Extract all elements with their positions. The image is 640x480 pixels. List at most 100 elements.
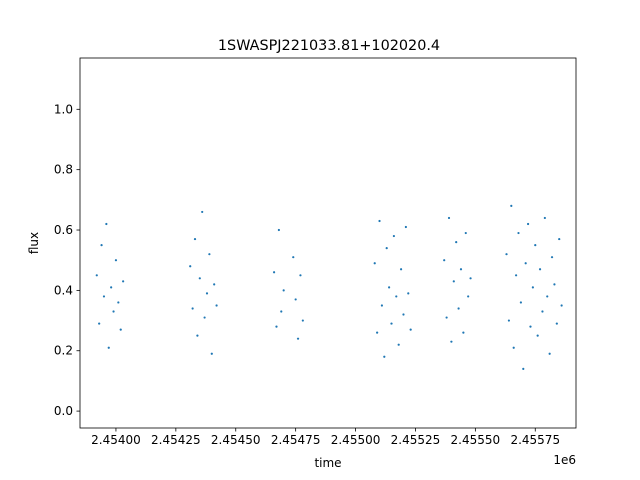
data-point	[407, 292, 410, 295]
data-point	[193, 237, 197, 241]
data-point	[383, 355, 386, 358]
data-point	[114, 259, 118, 262]
data-point	[514, 274, 518, 277]
y-tick-label: 0.2	[54, 344, 73, 358]
x-tick-label: 2.45425	[151, 433, 201, 447]
data-point	[122, 280, 125, 283]
data-point	[548, 352, 551, 355]
x-tick-label: 2.45500	[331, 433, 381, 447]
data-point	[550, 256, 554, 259]
data-point	[395, 295, 398, 298]
x-axis-label: time	[314, 456, 341, 470]
data-point	[119, 328, 122, 331]
data-point	[543, 216, 546, 220]
data-point	[280, 310, 283, 313]
data-point	[524, 262, 527, 265]
data-point	[507, 319, 511, 322]
data-point	[210, 352, 213, 355]
data-point	[443, 259, 446, 262]
data-point	[213, 283, 216, 286]
y-tick-label: 0.6	[54, 223, 73, 237]
data-point	[191, 307, 194, 310]
chart-title: 1SWASPJ221033.81+102020.4	[218, 38, 440, 54]
data-point	[294, 298, 297, 301]
data-point	[98, 322, 101, 325]
data-point	[541, 310, 544, 313]
data-point	[275, 325, 278, 328]
y-axis: 0.0 0.2 0.4 0.6 0.8 1.0	[54, 102, 80, 418]
data-point	[452, 280, 455, 283]
data-point	[526, 222, 530, 226]
data-point	[531, 286, 534, 289]
data-point	[385, 247, 388, 250]
data-point	[301, 319, 304, 322]
data-point	[189, 265, 192, 268]
data-point	[107, 346, 110, 349]
data-point	[536, 334, 539, 337]
x-tick-label: 2.45450	[211, 433, 261, 447]
x-tick-label: 2.45525	[391, 433, 441, 447]
data-point	[469, 277, 472, 280]
data-point	[558, 237, 561, 241]
data-point	[397, 343, 400, 346]
data-point	[467, 295, 470, 298]
data-point	[560, 304, 563, 307]
data-point	[102, 295, 106, 298]
data-point	[203, 316, 206, 319]
data-point	[390, 322, 393, 325]
data-point	[105, 222, 108, 226]
data-point	[450, 340, 453, 343]
data-point	[215, 304, 218, 307]
data-point	[205, 292, 209, 295]
data-point	[505, 253, 508, 256]
data-point	[555, 322, 558, 325]
data-point	[457, 307, 460, 310]
data-point	[95, 274, 98, 277]
data-point	[277, 228, 280, 232]
x-tick-label: 2.45475	[271, 433, 321, 447]
data-point	[447, 216, 451, 220]
data-point	[510, 204, 513, 207]
data-point	[402, 313, 405, 316]
x-axis: 2.45400 2.45425 2.45450 2.45475 2.45500 2.455…	[91, 428, 560, 447]
data-point	[292, 256, 295, 259]
data-point	[529, 325, 532, 328]
y-tick-label: 1.0	[54, 102, 73, 116]
x-tick-label: 2.45400	[91, 433, 141, 447]
data-point	[378, 219, 381, 223]
data-point	[100, 244, 103, 247]
data-point	[299, 274, 302, 277]
data-point	[201, 210, 204, 214]
data-point	[462, 331, 465, 334]
data-point	[392, 234, 395, 238]
data-point	[512, 346, 515, 349]
x-tick-label: 2.45550	[451, 433, 501, 447]
data-point	[110, 286, 113, 289]
y-axis-label: flux	[27, 232, 41, 254]
data-point	[455, 240, 458, 244]
x-axis-offset-label: 1e6	[553, 453, 576, 467]
scatter-points	[95, 204, 563, 370]
x-tick-label: 2.45575	[510, 433, 560, 447]
y-tick-label: 0.4	[54, 283, 73, 297]
data-point	[296, 337, 300, 340]
data-point	[409, 328, 412, 331]
data-point	[517, 231, 520, 235]
data-point	[112, 310, 115, 313]
data-point	[117, 301, 120, 304]
data-point	[380, 304, 384, 307]
data-point	[198, 277, 201, 280]
data-point	[388, 286, 391, 289]
data-point	[445, 316, 448, 319]
data-point	[522, 367, 525, 370]
data-point	[373, 262, 376, 265]
data-point	[404, 225, 407, 229]
data-point	[208, 253, 211, 256]
data-point	[399, 268, 403, 271]
data-point	[534, 244, 537, 247]
data-point	[272, 271, 276, 274]
data-point	[538, 268, 542, 271]
data-point	[464, 231, 467, 235]
y-tick-label: 0.8	[54, 163, 73, 177]
